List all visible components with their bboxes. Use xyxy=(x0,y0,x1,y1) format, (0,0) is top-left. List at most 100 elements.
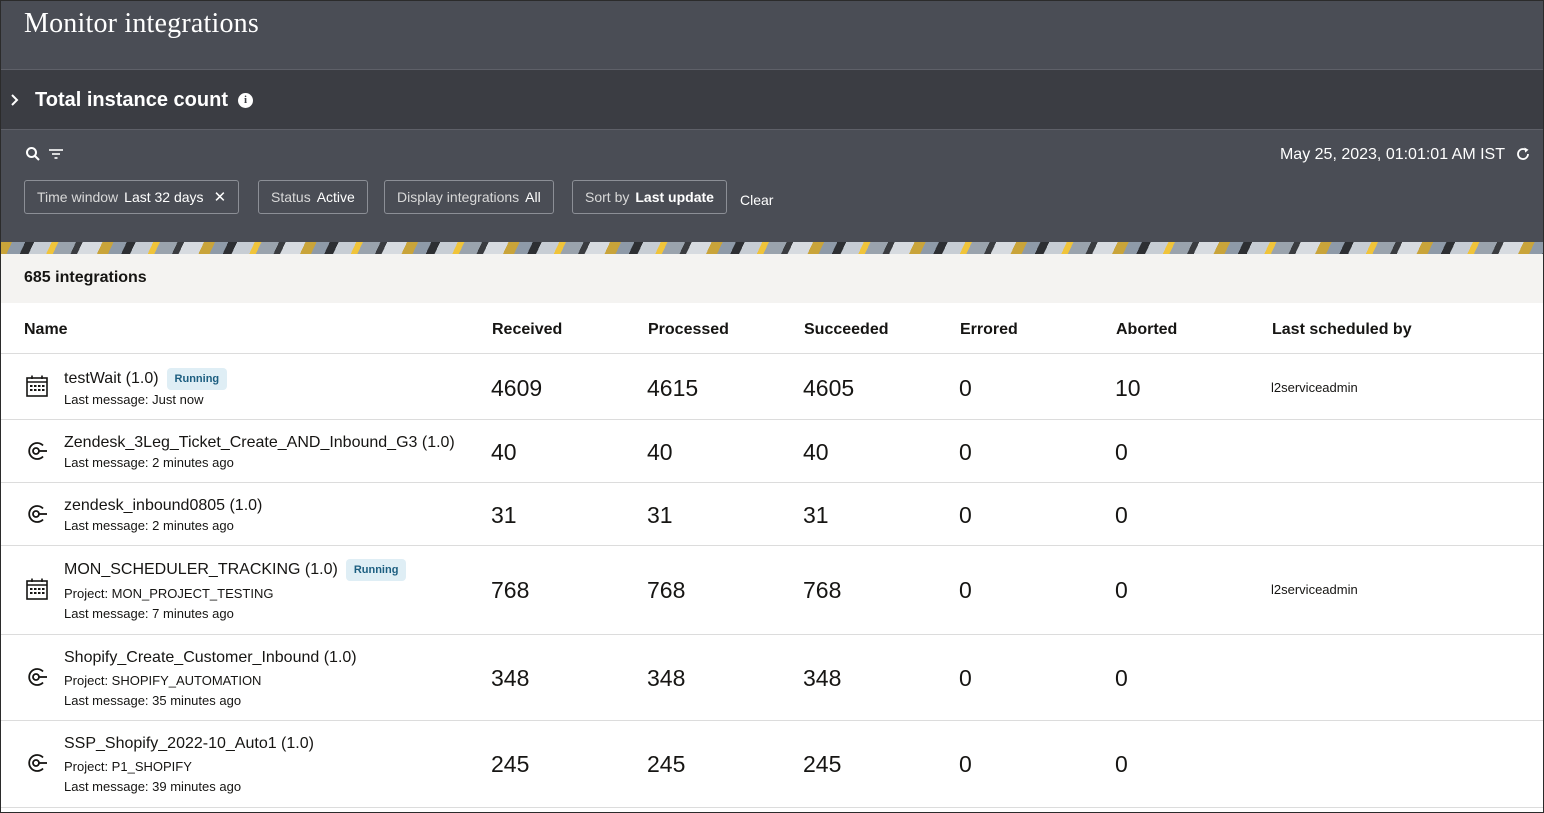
last-message: Last message: 39 minutes ago xyxy=(64,779,242,794)
table-row[interactable]: testWait (1.0) Running Last message: Just… xyxy=(1,354,1543,420)
received-count[interactable]: 768 xyxy=(491,577,530,603)
decorative-banner xyxy=(1,242,1543,254)
processed-count[interactable]: 31 xyxy=(647,502,673,528)
aborted-count[interactable]: 0 xyxy=(1115,665,1128,691)
integration-name[interactable]: MON_SCHEDULER_TRACKING (1.0) Running xyxy=(64,559,407,581)
chip-label: Status xyxy=(271,189,311,205)
column-header-name[interactable]: Name xyxy=(24,321,68,338)
integrations-count: 685 integrations xyxy=(24,269,147,286)
integration-name[interactable]: Shopify_Create_Customer_Inbound (1.0) xyxy=(64,649,357,666)
integration-name[interactable]: SSP_Shopify_2022-10_Auto1 (1.0) xyxy=(64,735,314,752)
received-count[interactable]: 245 xyxy=(491,751,530,777)
last-message: Last message: Just now xyxy=(64,392,204,407)
received-count[interactable]: 4609 xyxy=(491,375,543,401)
succeeded-count[interactable]: 245 xyxy=(803,751,842,777)
integration-name-text[interactable]: MON_SCHEDULER_TRACKING (1.0) xyxy=(64,561,338,578)
aborted-count[interactable]: 0 xyxy=(1115,439,1128,465)
table-header: Name Received Processed Succeeded Errore… xyxy=(1,303,1543,354)
succeeded-count[interactable]: 40 xyxy=(803,439,829,465)
column-header-errored[interactable]: Errored xyxy=(960,321,1018,338)
total-instance-count-title[interactable]: Total instance count xyxy=(35,89,228,111)
chip-value: Last 32 days xyxy=(124,189,204,205)
table-row[interactable]: Zendesk_3Leg_Ticket_Create_AND_Inbound_G… xyxy=(1,420,1543,483)
page-header: Monitor integrations xyxy=(1,1,1543,69)
errored-count[interactable]: 0 xyxy=(959,502,972,528)
search-icon[interactable] xyxy=(25,146,41,162)
processed-count[interactable]: 4615 xyxy=(647,375,699,401)
last-scheduled-by: l2serviceadmin xyxy=(1271,582,1358,597)
chevron-right-icon[interactable] xyxy=(9,90,23,110)
status-filter-chip[interactable]: Status Active xyxy=(258,180,368,214)
page-title: Monitor integrations xyxy=(24,8,259,39)
calendar-icon xyxy=(25,577,49,601)
chip-value: Last update xyxy=(635,189,714,205)
integration-name[interactable]: zendesk_inbound0805 (1.0) xyxy=(64,497,263,514)
last-refreshed-timestamp: May 25, 2023, 01:01:01 AM IST xyxy=(1279,146,1505,163)
sort-by-chip[interactable]: Sort by Last update xyxy=(572,180,727,214)
integration-name-text[interactable]: testWait (1.0) xyxy=(64,370,159,387)
succeeded-count[interactable]: 348 xyxy=(803,665,842,691)
last-message: Last message: 35 minutes ago xyxy=(64,693,242,708)
project-name: Project: MON_PROJECT_TESTING xyxy=(64,586,274,601)
column-header-last-scheduled-by[interactable]: Last scheduled by xyxy=(1272,321,1412,338)
project-name: Project: SHOPIFY_AUTOMATION xyxy=(64,673,262,688)
received-count[interactable]: 31 xyxy=(491,502,517,528)
processed-count[interactable]: 348 xyxy=(647,665,686,691)
table-row[interactable]: Shopify_Create_Customer_Inbound (1.0) Pr… xyxy=(1,635,1543,721)
total-instance-count-panel[interactable]: Total instance count i xyxy=(1,69,1543,130)
integration-name[interactable]: Zendesk_3Leg_Ticket_Create_AND_Inbound_G… xyxy=(64,434,455,451)
filter-toolbar: May 25, 2023, 01:01:01 AM IST Time windo… xyxy=(1,130,1543,242)
aborted-count[interactable]: 0 xyxy=(1115,577,1128,603)
succeeded-count[interactable]: 4605 xyxy=(803,375,855,401)
last-scheduled-by: l2serviceadmin xyxy=(1271,380,1358,395)
clear-filters-link[interactable]: Clear xyxy=(740,192,774,208)
refresh-icon[interactable] xyxy=(1515,146,1531,162)
chip-label: Time window xyxy=(37,189,119,205)
aborted-count[interactable]: 10 xyxy=(1115,375,1141,401)
errored-count[interactable]: 0 xyxy=(959,751,972,777)
processed-count[interactable]: 40 xyxy=(647,439,673,465)
received-count[interactable]: 348 xyxy=(491,665,530,691)
close-icon[interactable]: ✕ xyxy=(213,189,227,206)
errored-count[interactable]: 0 xyxy=(959,665,972,691)
processed-count[interactable]: 245 xyxy=(647,751,686,777)
app-driven-icon xyxy=(25,502,49,526)
aborted-count[interactable]: 0 xyxy=(1115,751,1128,777)
column-header-succeeded[interactable]: Succeeded xyxy=(804,321,889,338)
status-badge: Running xyxy=(345,559,407,581)
table-row[interactable]: MON_SCHEDULER_TRACKING (1.0) Running Proj… xyxy=(1,546,1543,635)
errored-count[interactable]: 0 xyxy=(959,577,972,603)
app-driven-icon xyxy=(25,751,49,775)
processed-count[interactable]: 768 xyxy=(647,577,686,603)
last-message: Last message: 2 minutes ago xyxy=(64,455,234,470)
time-window-filter-chip[interactable]: Time window Last 32 days ✕ xyxy=(24,180,240,214)
status-badge: Running xyxy=(166,368,228,390)
app-driven-icon xyxy=(25,439,49,463)
last-message: Last message: 2 minutes ago xyxy=(64,518,234,533)
app-driven-icon xyxy=(25,665,49,689)
column-header-processed[interactable]: Processed xyxy=(648,321,729,338)
calendar-icon xyxy=(25,374,49,398)
chip-value: Active xyxy=(316,189,355,205)
project-name: Project: P1_SHOPIFY xyxy=(64,759,192,774)
filter-icon[interactable] xyxy=(48,146,64,162)
chip-label: Sort by xyxy=(585,189,630,205)
errored-count[interactable]: 0 xyxy=(959,375,972,401)
column-header-received[interactable]: Received xyxy=(492,321,563,338)
table-row[interactable]: zendesk_inbound0805 (1.0) Last message: … xyxy=(1,483,1543,546)
chip-value: All xyxy=(525,189,541,205)
summary-strip: 685 integrations xyxy=(1,254,1543,303)
last-message: Last message: 7 minutes ago xyxy=(64,606,234,621)
column-header-aborted[interactable]: Aborted xyxy=(1116,321,1178,338)
errored-count[interactable]: 0 xyxy=(959,439,972,465)
table-row[interactable]: SSP_Shopify_2022-10_Auto1 (1.0) Project:… xyxy=(1,721,1543,808)
display-integrations-filter-chip[interactable]: Display integrations All xyxy=(384,180,554,214)
aborted-count[interactable]: 0 xyxy=(1115,502,1128,528)
succeeded-count[interactable]: 768 xyxy=(803,577,842,603)
chip-label: Display integrations xyxy=(397,189,520,205)
succeeded-count[interactable]: 31 xyxy=(803,502,829,528)
integration-name[interactable]: testWait (1.0) Running xyxy=(64,368,228,390)
received-count[interactable]: 40 xyxy=(491,439,517,465)
info-icon[interactable]: i xyxy=(238,93,253,108)
